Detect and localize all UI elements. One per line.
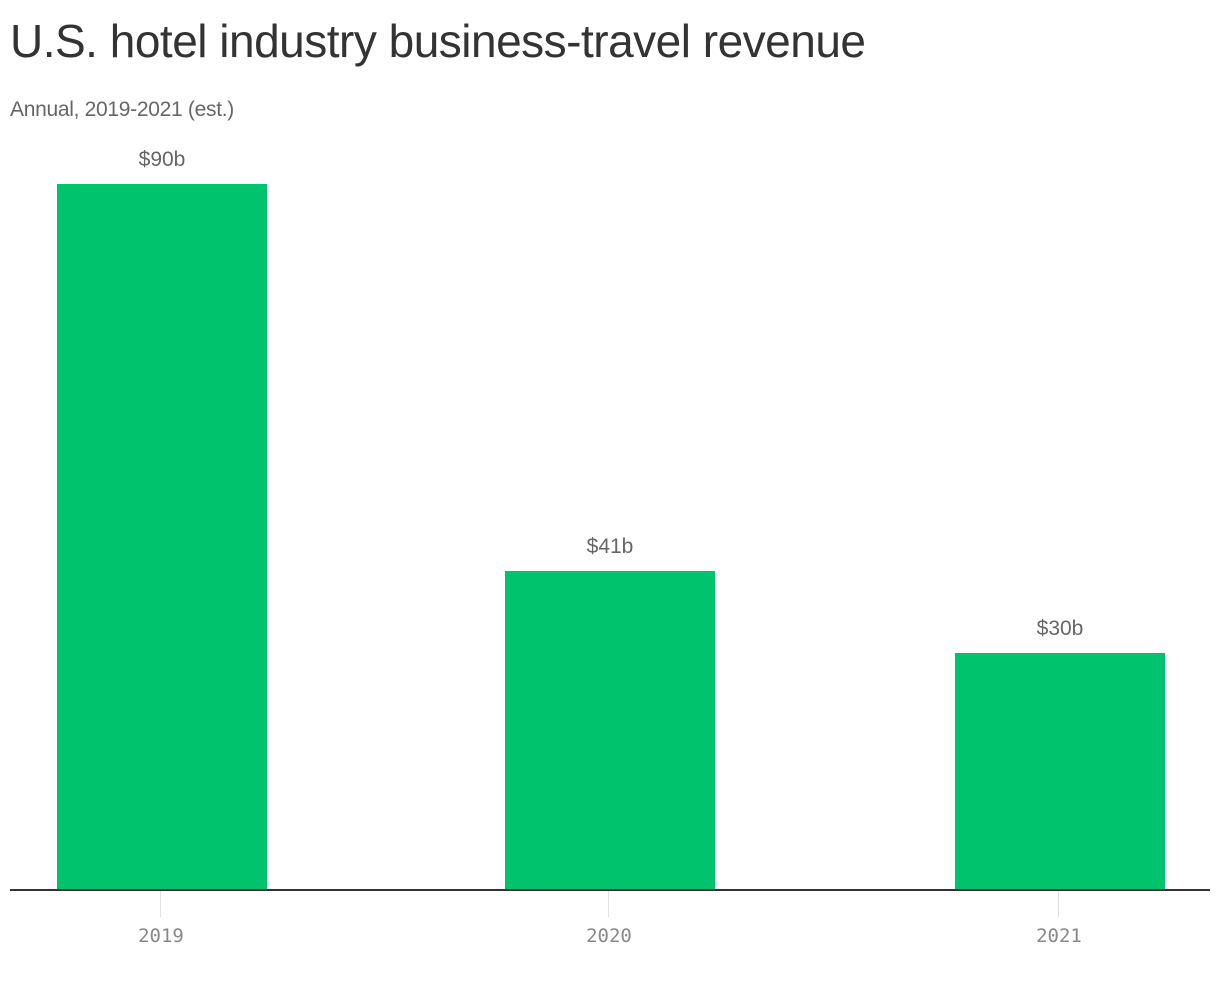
x-tick-2021 bbox=[1058, 891, 1059, 917]
bar-value-label-2021: $30b bbox=[1036, 617, 1084, 640]
bar-2019 bbox=[57, 184, 267, 890]
x-tick-2019 bbox=[160, 891, 161, 917]
x-tick-2020 bbox=[608, 891, 609, 917]
bar-value-label-2019: $90b bbox=[138, 148, 186, 171]
x-tick-label-2020: 2020 bbox=[586, 925, 632, 947]
x-tick-label-2021: 2021 bbox=[1036, 925, 1082, 947]
bar-2020 bbox=[505, 571, 715, 890]
chart-subtitle: Annual, 2019-2021 (est.) bbox=[10, 98, 234, 121]
bar-2021 bbox=[955, 653, 1165, 890]
x-tick-label-2019: 2019 bbox=[138, 925, 184, 947]
chart-title: U.S. hotel industry business-travel reve… bbox=[10, 15, 866, 67]
x-axis-line bbox=[10, 889, 1210, 891]
bar-value-label-2020: $41b bbox=[586, 535, 634, 558]
